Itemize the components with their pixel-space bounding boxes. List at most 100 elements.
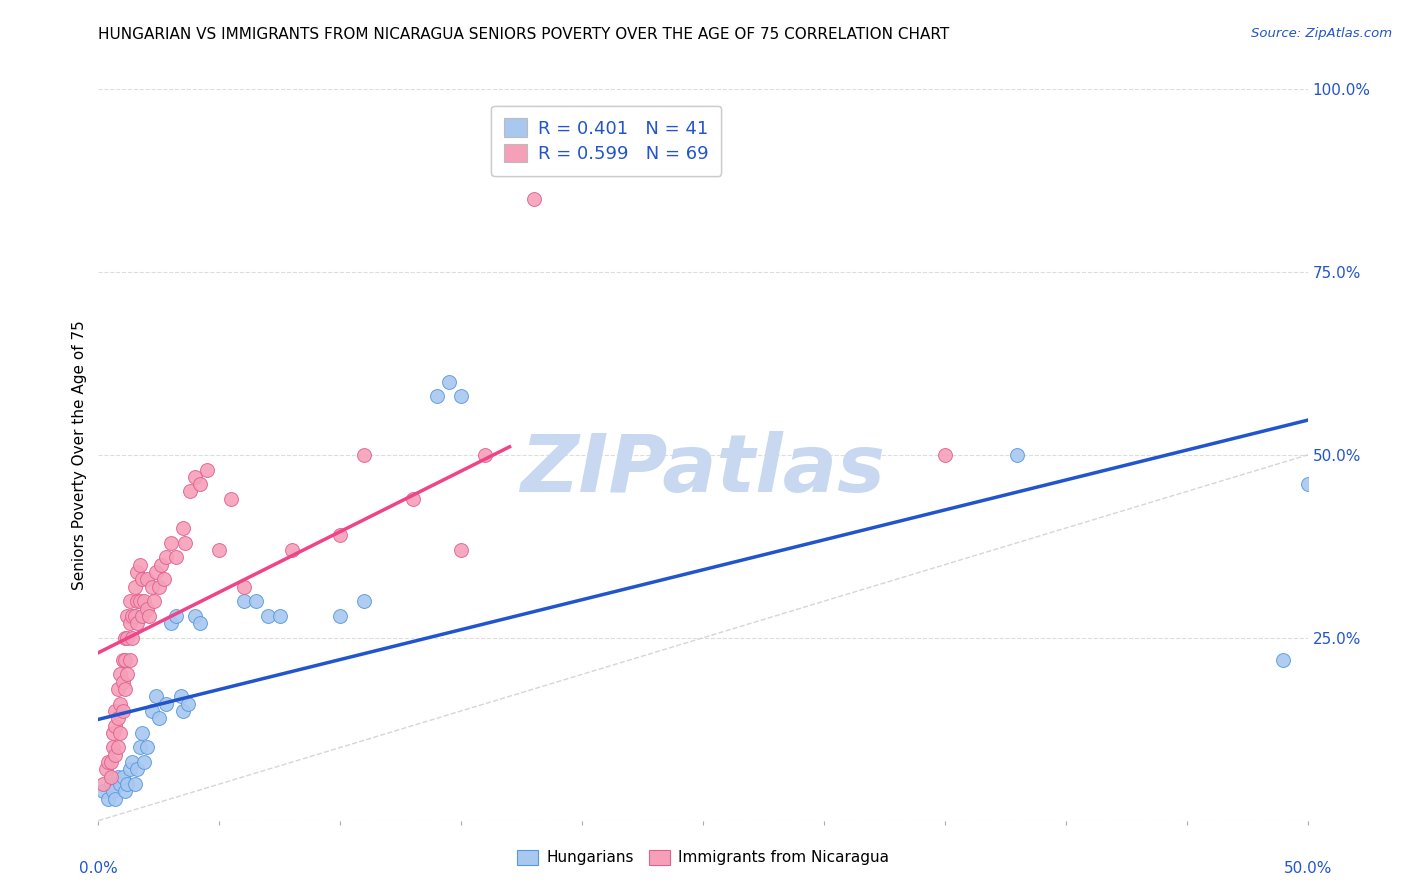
Legend: R = 0.401   N = 41, R = 0.599   N = 69: R = 0.401 N = 41, R = 0.599 N = 69	[491, 105, 721, 176]
Point	[195, 462, 218, 476]
Point	[111, 653, 134, 667]
Point	[107, 711, 129, 725]
Point	[150, 558, 173, 572]
Point	[152, 572, 174, 586]
Point	[127, 763, 149, 777]
Point	[135, 740, 157, 755]
Point	[117, 608, 139, 623]
Point	[934, 448, 956, 462]
Point	[114, 631, 136, 645]
Point	[104, 791, 127, 805]
Point	[188, 616, 211, 631]
Text: ZIPatlas: ZIPatlas	[520, 431, 886, 508]
Point	[117, 631, 139, 645]
Point	[1007, 448, 1029, 462]
Point	[114, 653, 136, 667]
Point	[141, 704, 163, 718]
Point	[91, 777, 114, 791]
Point	[402, 491, 425, 506]
Point	[127, 594, 149, 608]
Point	[108, 777, 131, 791]
Point	[450, 543, 472, 558]
Point	[474, 448, 496, 462]
Point	[135, 601, 157, 615]
Point	[134, 755, 156, 769]
Point	[131, 572, 153, 586]
Text: Source: ZipAtlas.com: Source: ZipAtlas.com	[1251, 27, 1392, 40]
Point	[100, 770, 122, 784]
Point	[128, 558, 150, 572]
Point	[155, 550, 177, 565]
Point	[165, 550, 187, 565]
Point	[148, 711, 170, 725]
Point	[221, 491, 243, 506]
Point	[165, 608, 187, 623]
Point	[138, 608, 160, 623]
Point	[1296, 477, 1319, 491]
Point	[118, 616, 141, 631]
Point	[145, 690, 167, 704]
Point	[121, 608, 143, 623]
Point	[169, 690, 191, 704]
Point	[329, 608, 352, 623]
Point	[107, 681, 129, 696]
Point	[127, 616, 149, 631]
Point	[91, 784, 114, 798]
Text: 0.0%: 0.0%	[79, 861, 118, 876]
Point	[118, 594, 141, 608]
Point	[111, 704, 134, 718]
Text: 50.0%: 50.0%	[1284, 861, 1331, 876]
Point	[160, 535, 183, 549]
Point	[329, 528, 352, 542]
Point	[107, 770, 129, 784]
Point	[184, 470, 207, 484]
Point	[108, 667, 131, 681]
Point	[111, 674, 134, 689]
Point	[269, 608, 291, 623]
Point	[97, 791, 120, 805]
Point	[104, 747, 127, 762]
Point	[114, 784, 136, 798]
Point	[437, 375, 460, 389]
Point	[172, 704, 194, 718]
Point	[179, 484, 201, 499]
Point	[121, 755, 143, 769]
Point	[450, 389, 472, 403]
Y-axis label: Seniors Poverty Over the Age of 75: Seniors Poverty Over the Age of 75	[72, 320, 87, 590]
Point	[131, 608, 153, 623]
Point	[94, 763, 117, 777]
Point	[131, 726, 153, 740]
Point	[188, 477, 211, 491]
Point	[155, 697, 177, 711]
Point	[172, 521, 194, 535]
Point	[141, 580, 163, 594]
Point	[426, 389, 449, 403]
Point	[281, 543, 304, 558]
Point	[101, 784, 124, 798]
Point	[117, 777, 139, 791]
Point	[256, 608, 278, 623]
Point	[177, 697, 200, 711]
Point	[232, 580, 254, 594]
Point	[97, 755, 120, 769]
Point	[117, 667, 139, 681]
Point	[101, 740, 124, 755]
Point	[245, 594, 267, 608]
Text: HUNGARIAN VS IMMIGRANTS FROM NICARAGUA SENIORS POVERTY OVER THE AGE OF 75 CORREL: HUNGARIAN VS IMMIGRANTS FROM NICARAGUA S…	[98, 27, 949, 42]
Point	[104, 704, 127, 718]
Point	[124, 580, 146, 594]
Point	[523, 192, 546, 206]
Point	[121, 631, 143, 645]
Point	[135, 572, 157, 586]
Point	[100, 777, 122, 791]
Point	[118, 763, 141, 777]
Point	[353, 448, 375, 462]
Point	[232, 594, 254, 608]
Point	[353, 594, 375, 608]
Point	[108, 697, 131, 711]
Point	[114, 681, 136, 696]
Point	[124, 777, 146, 791]
Point	[184, 608, 207, 623]
Point	[134, 594, 156, 608]
Point	[104, 718, 127, 732]
